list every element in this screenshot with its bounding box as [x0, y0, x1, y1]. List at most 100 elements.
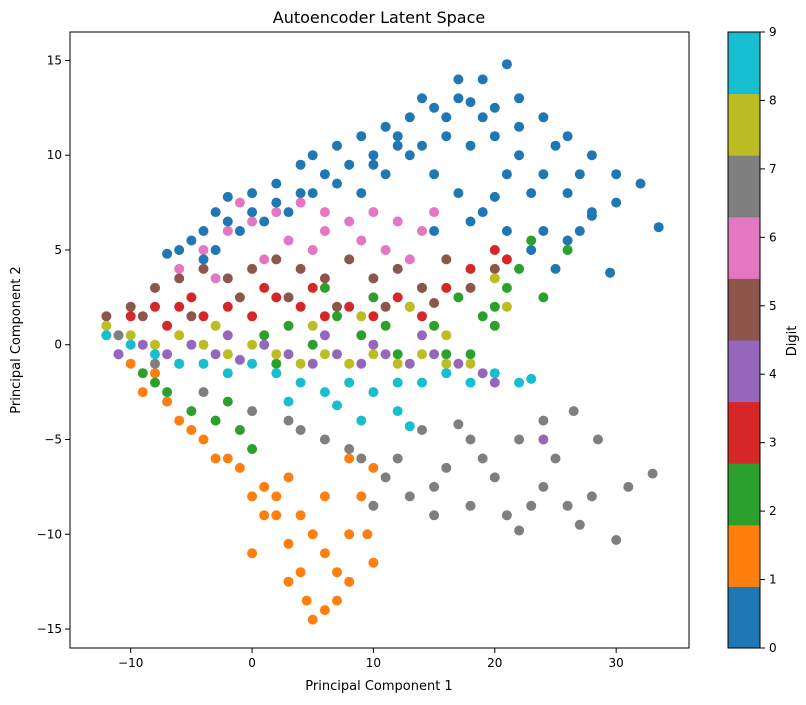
- point-digit-4: [162, 349, 173, 360]
- point-digit-9: [514, 377, 525, 388]
- point-digit-0: [174, 245, 185, 255]
- x-tick-label: −10: [118, 656, 143, 670]
- point-digit-1: [307, 614, 318, 625]
- point-digit-3: [125, 311, 136, 322]
- point-digit-0: [222, 191, 233, 202]
- point-digit-0: [356, 131, 367, 142]
- point-digit-2: [150, 377, 160, 388]
- point-digit-0: [514, 93, 525, 104]
- point-digit-7: [501, 510, 512, 521]
- point-digit-0: [259, 216, 270, 227]
- point-digit-4: [137, 339, 148, 350]
- point-digit-0: [465, 97, 476, 108]
- point-digit-2: [429, 320, 440, 331]
- point-digit-8: [501, 301, 512, 312]
- point-digit-0: [319, 169, 330, 180]
- point-digit-7: [392, 453, 403, 464]
- point-digit-4: [429, 349, 440, 360]
- point-digit-3: [247, 311, 258, 322]
- point-digit-4: [489, 377, 500, 388]
- point-digit-6: [259, 254, 270, 265]
- point-digit-6: [222, 226, 233, 236]
- point-digit-0: [429, 102, 440, 113]
- point-digit-1: [247, 491, 258, 502]
- point-digit-7: [441, 462, 452, 473]
- colorbar-tick-label: 4: [769, 367, 777, 381]
- point-digit-8: [344, 358, 355, 369]
- point-digit-1: [307, 529, 318, 540]
- series-digit-3: [125, 245, 512, 331]
- point-digit-5: [368, 273, 379, 284]
- point-digit-1: [295, 567, 306, 578]
- point-digit-6: [283, 235, 294, 246]
- point-digit-0: [477, 112, 488, 123]
- point-digit-3: [186, 292, 197, 303]
- point-digit-8: [150, 339, 160, 350]
- point-digit-8: [441, 330, 452, 341]
- point-digit-1: [344, 453, 355, 464]
- colorbar-tick-label: 2: [769, 504, 777, 518]
- point-digit-7: [611, 535, 622, 545]
- point-digit-0: [653, 222, 664, 233]
- point-digit-6: [368, 207, 379, 218]
- point-digit-6: [417, 226, 427, 236]
- point-digit-0: [611, 197, 622, 208]
- point-digit-5: [283, 292, 294, 303]
- point-digit-1: [271, 491, 282, 502]
- series-digit-0: [162, 59, 664, 278]
- point-digit-4: [404, 358, 415, 369]
- point-digit-9: [319, 387, 330, 398]
- point-digit-2: [538, 292, 549, 303]
- point-digit-9: [489, 368, 500, 379]
- point-digit-1: [247, 548, 258, 559]
- point-digit-0: [198, 254, 209, 265]
- point-digit-0: [538, 169, 549, 180]
- point-digit-8: [125, 330, 136, 341]
- point-digit-5: [222, 273, 233, 284]
- point-digit-2: [234, 425, 245, 435]
- point-digit-5: [186, 311, 197, 322]
- point-digit-6: [356, 235, 367, 246]
- point-digit-4: [332, 349, 342, 360]
- point-digit-9: [247, 358, 258, 369]
- point-digit-0: [586, 210, 597, 221]
- point-digit-3: [344, 301, 355, 312]
- point-digit-2: [441, 349, 452, 360]
- colorbar-tick-label: 9: [769, 25, 777, 39]
- point-digit-3: [489, 245, 500, 255]
- point-digit-0: [380, 121, 391, 132]
- point-digit-9: [101, 330, 112, 341]
- point-digit-5: [429, 298, 440, 308]
- point-digit-8: [417, 349, 427, 360]
- point-digit-7: [465, 434, 476, 445]
- point-digit-7: [150, 358, 160, 369]
- point-digit-1: [283, 538, 294, 549]
- point-digit-0: [307, 150, 318, 161]
- point-digit-0: [514, 121, 525, 132]
- point-digit-5: [234, 292, 245, 303]
- point-digit-0: [465, 216, 476, 227]
- point-digit-0: [162, 248, 173, 259]
- point-digit-2: [489, 320, 500, 331]
- point-digit-0: [453, 188, 464, 199]
- point-digit-0: [283, 207, 294, 218]
- x-tick-label: 10: [366, 656, 381, 670]
- point-digit-2: [526, 235, 537, 246]
- point-digit-0: [489, 191, 500, 202]
- point-digit-0: [429, 226, 440, 236]
- point-digit-6: [392, 216, 403, 227]
- point-digit-5: [247, 263, 258, 274]
- point-digit-8: [247, 339, 258, 350]
- x-tick-label: 20: [487, 656, 502, 670]
- point-digit-8: [210, 320, 221, 331]
- point-digit-1: [332, 595, 342, 606]
- y-tick-label: 0: [54, 338, 62, 352]
- point-digit-5: [332, 301, 342, 312]
- point-digit-7: [368, 500, 379, 511]
- point-digit-9: [222, 368, 233, 379]
- point-digit-0: [526, 188, 537, 199]
- point-digit-9: [283, 396, 294, 407]
- series-digit-5: [101, 254, 500, 322]
- point-digit-4: [259, 339, 270, 350]
- point-digit-0: [538, 226, 549, 236]
